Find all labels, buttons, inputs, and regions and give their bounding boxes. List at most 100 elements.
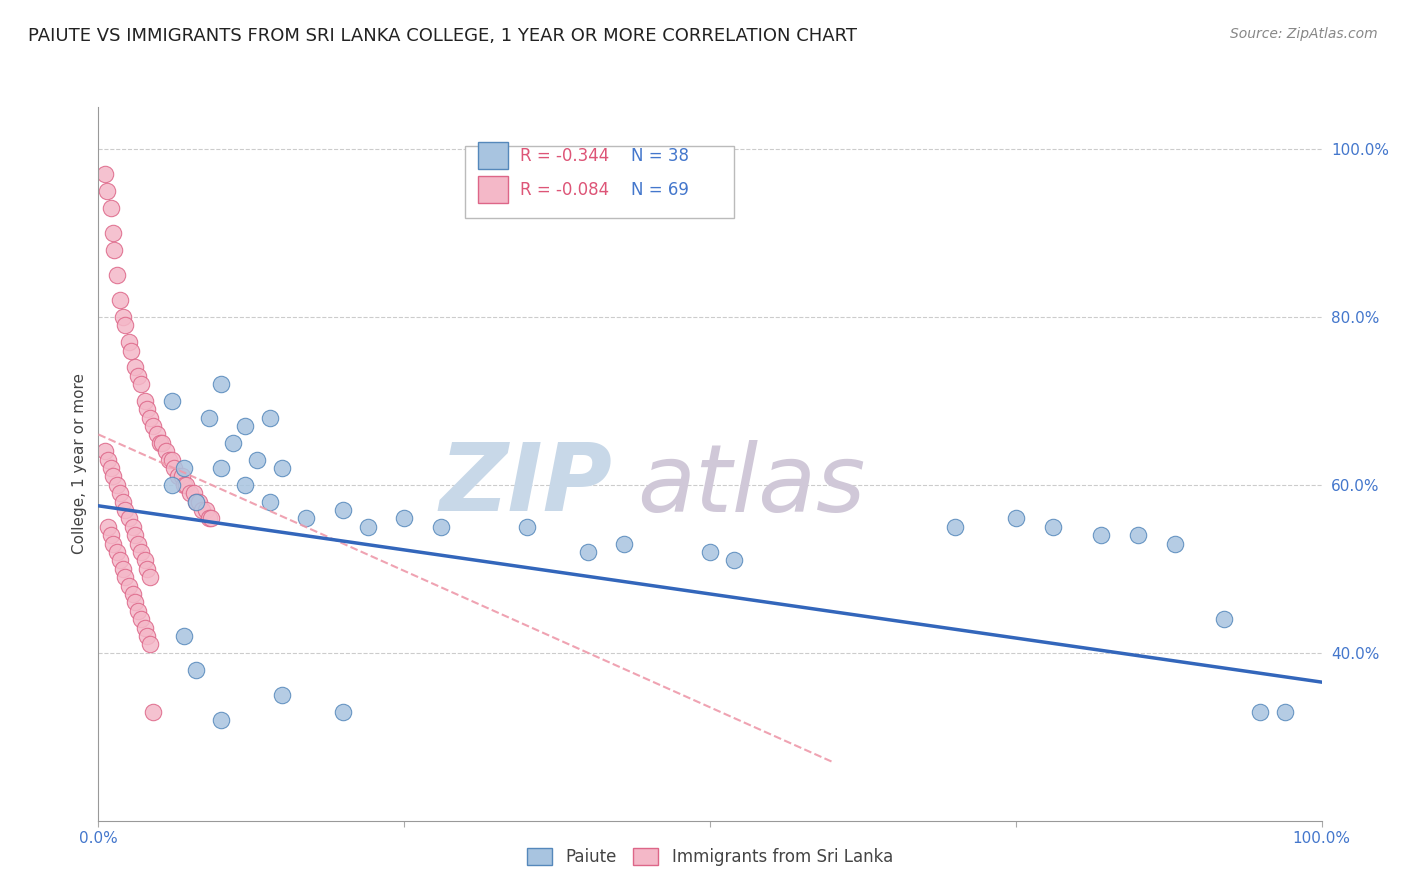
Point — [105, 478, 128, 492]
Point — [179, 486, 201, 500]
Text: atlas: atlas — [637, 440, 865, 531]
Point — [332, 705, 354, 719]
Point — [1249, 705, 1271, 719]
Text: PAIUTE VS IMMIGRANTS FROM SRI LANKA COLLEGE, 1 YEAR OR MORE CORRELATION CHART: PAIUTE VS IMMIGRANTS FROM SRI LANKA COLL… — [28, 27, 858, 45]
Point — [118, 511, 141, 525]
Point — [127, 368, 149, 383]
Point — [613, 536, 636, 550]
Point — [173, 461, 195, 475]
Point — [259, 410, 281, 425]
Point — [246, 452, 269, 467]
Point — [142, 419, 165, 434]
Point — [118, 578, 141, 592]
Point — [118, 335, 141, 350]
Point — [699, 545, 721, 559]
Point — [173, 478, 195, 492]
Point — [233, 478, 256, 492]
Point — [576, 545, 599, 559]
Point — [134, 621, 156, 635]
Point — [195, 503, 218, 517]
Point — [270, 461, 294, 475]
Point — [103, 243, 125, 257]
Point — [173, 629, 195, 643]
Point — [183, 486, 205, 500]
Point — [146, 427, 169, 442]
Point — [136, 562, 159, 576]
Point — [120, 343, 142, 358]
Point — [209, 377, 232, 392]
Point — [134, 553, 156, 567]
Point — [1128, 528, 1150, 542]
Text: ZIP: ZIP — [439, 439, 612, 532]
Point — [149, 435, 172, 450]
Point — [163, 461, 186, 475]
Point — [110, 293, 132, 307]
Point — [270, 688, 294, 702]
Point — [1274, 705, 1296, 719]
Point — [1164, 536, 1187, 550]
Text: N = 38: N = 38 — [630, 146, 689, 164]
Point — [150, 435, 173, 450]
Point — [295, 511, 318, 525]
Point — [157, 452, 180, 467]
Point — [186, 494, 208, 508]
Point — [356, 520, 378, 534]
Point — [155, 444, 177, 458]
Text: N = 69: N = 69 — [630, 181, 689, 199]
Point — [170, 469, 193, 483]
Point — [191, 503, 214, 517]
Point — [197, 410, 219, 425]
Point — [139, 637, 162, 651]
Point — [97, 520, 120, 534]
Point — [129, 545, 152, 559]
Point — [105, 545, 128, 559]
FancyBboxPatch shape — [478, 177, 508, 203]
Point — [186, 663, 208, 677]
Text: Source: ZipAtlas.com: Source: ZipAtlas.com — [1230, 27, 1378, 41]
Point — [515, 520, 537, 534]
Point — [114, 318, 136, 333]
Point — [1212, 612, 1234, 626]
Point — [943, 520, 966, 534]
FancyBboxPatch shape — [465, 146, 734, 218]
Point — [124, 595, 146, 609]
Point — [111, 494, 134, 508]
Point — [129, 612, 152, 626]
Legend: Paiute, Immigrants from Sri Lanka: Paiute, Immigrants from Sri Lanka — [520, 841, 900, 873]
Point — [121, 520, 143, 534]
Point — [134, 393, 156, 408]
Point — [105, 268, 128, 282]
FancyBboxPatch shape — [478, 142, 508, 169]
Point — [127, 536, 149, 550]
Point — [332, 503, 354, 517]
Point — [110, 553, 132, 567]
Point — [222, 435, 245, 450]
Point — [127, 604, 149, 618]
Point — [114, 503, 136, 517]
Point — [160, 478, 183, 492]
Point — [1090, 528, 1112, 542]
Point — [186, 494, 208, 508]
Point — [197, 511, 219, 525]
Point — [142, 705, 165, 719]
Point — [1042, 520, 1064, 534]
Point — [430, 520, 453, 534]
Point — [160, 393, 183, 408]
Point — [124, 360, 146, 375]
Point — [139, 570, 162, 584]
Point — [392, 511, 416, 525]
Point — [209, 461, 232, 475]
Point — [121, 587, 143, 601]
Point — [167, 469, 190, 483]
Point — [723, 553, 745, 567]
Point — [209, 713, 232, 727]
Point — [101, 226, 124, 240]
Text: R = -0.344: R = -0.344 — [520, 146, 610, 164]
Point — [96, 184, 118, 198]
Point — [233, 419, 256, 434]
Point — [100, 528, 122, 542]
Point — [176, 478, 198, 492]
Point — [136, 629, 159, 643]
Point — [93, 444, 115, 458]
Point — [124, 528, 146, 542]
